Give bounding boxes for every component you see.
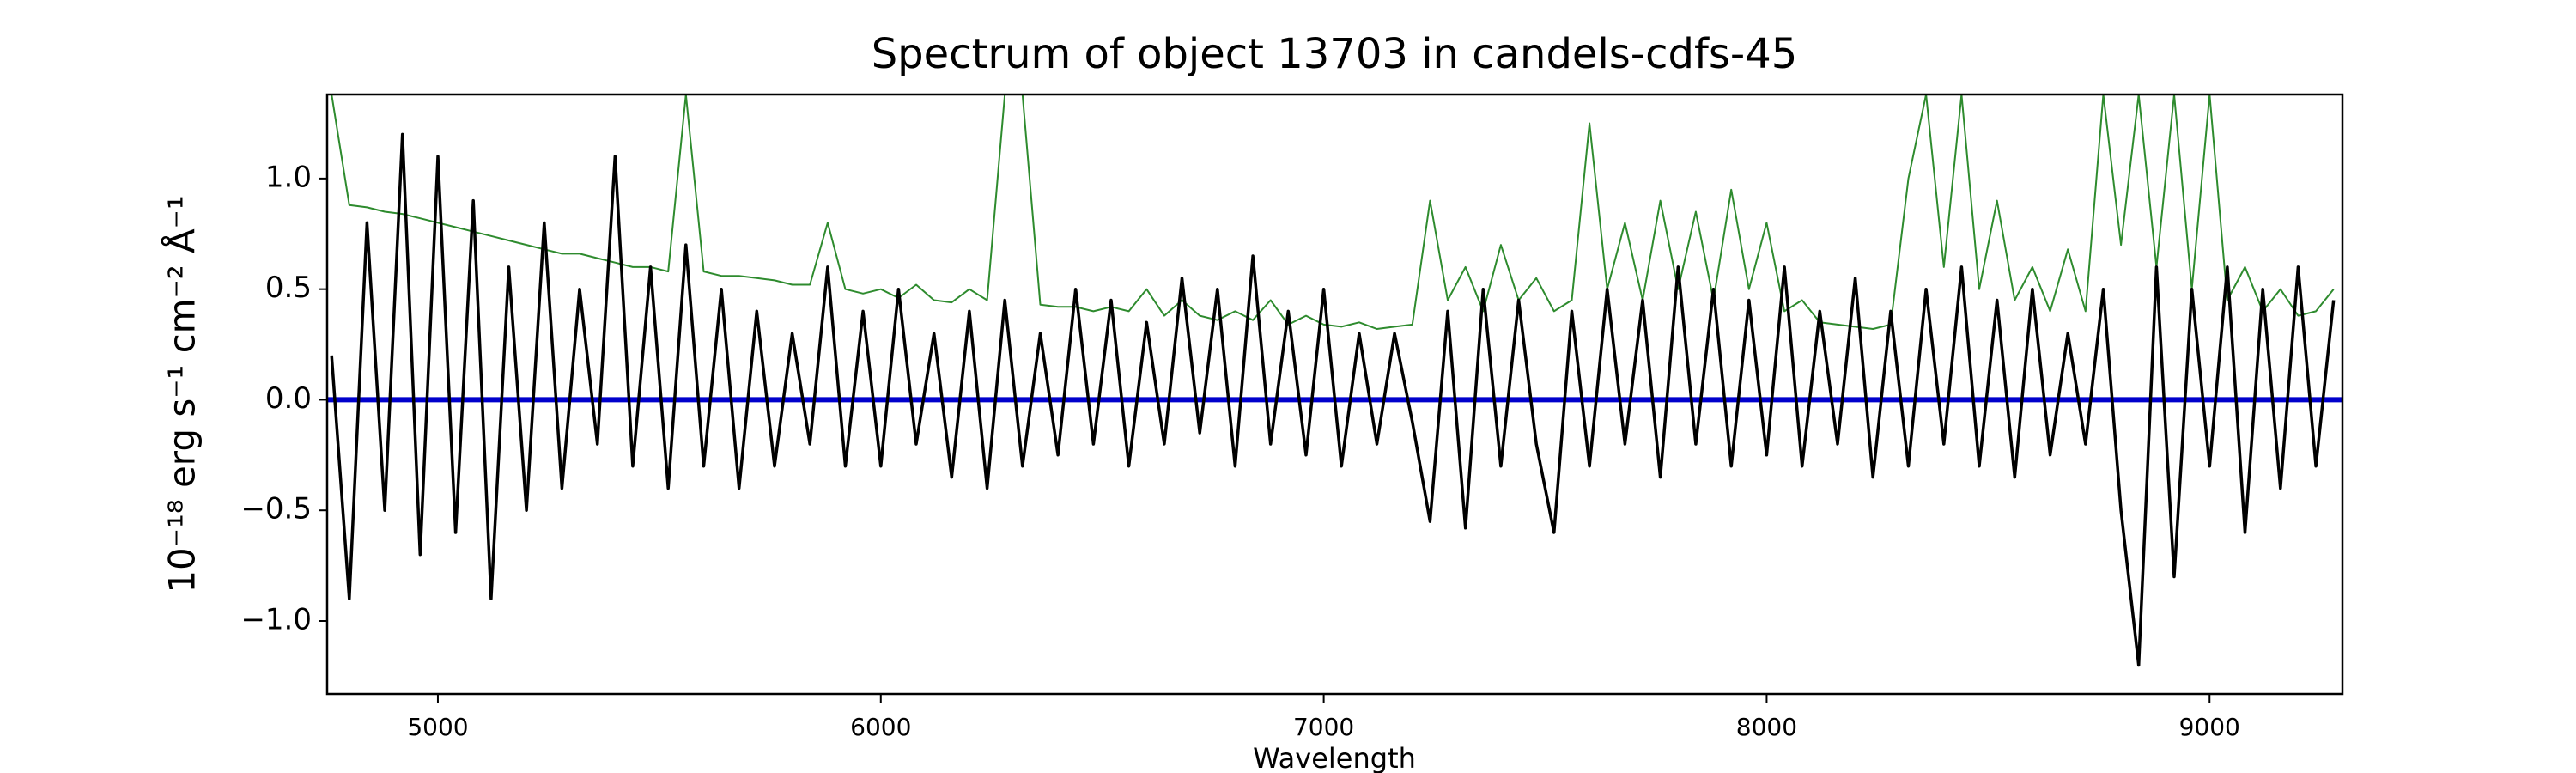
- x-tick-label: 8000: [1736, 713, 1797, 741]
- y-tick-label: −0.5: [240, 492, 312, 526]
- x-axis-label: Wavelength: [1253, 742, 1416, 773]
- y-tick-label: 0.0: [265, 381, 312, 416]
- plot-area: [327, 94, 2342, 667]
- y-tick-label: 0.5: [265, 271, 312, 305]
- x-tick-label: 6000: [850, 713, 911, 741]
- plot-frame: [325, 93, 2344, 696]
- y-tick-label: −1.0: [240, 603, 312, 637]
- y-axis-label: 10⁻¹⁸ erg s⁻¹ cm⁻² Å⁻¹: [161, 195, 204, 593]
- x-tick-label: 7000: [1293, 713, 1354, 741]
- spectrum-line: [331, 94, 2335, 330]
- y-tick-label: 1.0: [265, 160, 312, 194]
- chart-title: Spectrum of object 13703 in candels-cdfs…: [872, 30, 1798, 78]
- x-tick-label: 9000: [2179, 713, 2240, 741]
- x-tick-label: 5000: [407, 713, 468, 741]
- spectrum-line: [330, 132, 2336, 667]
